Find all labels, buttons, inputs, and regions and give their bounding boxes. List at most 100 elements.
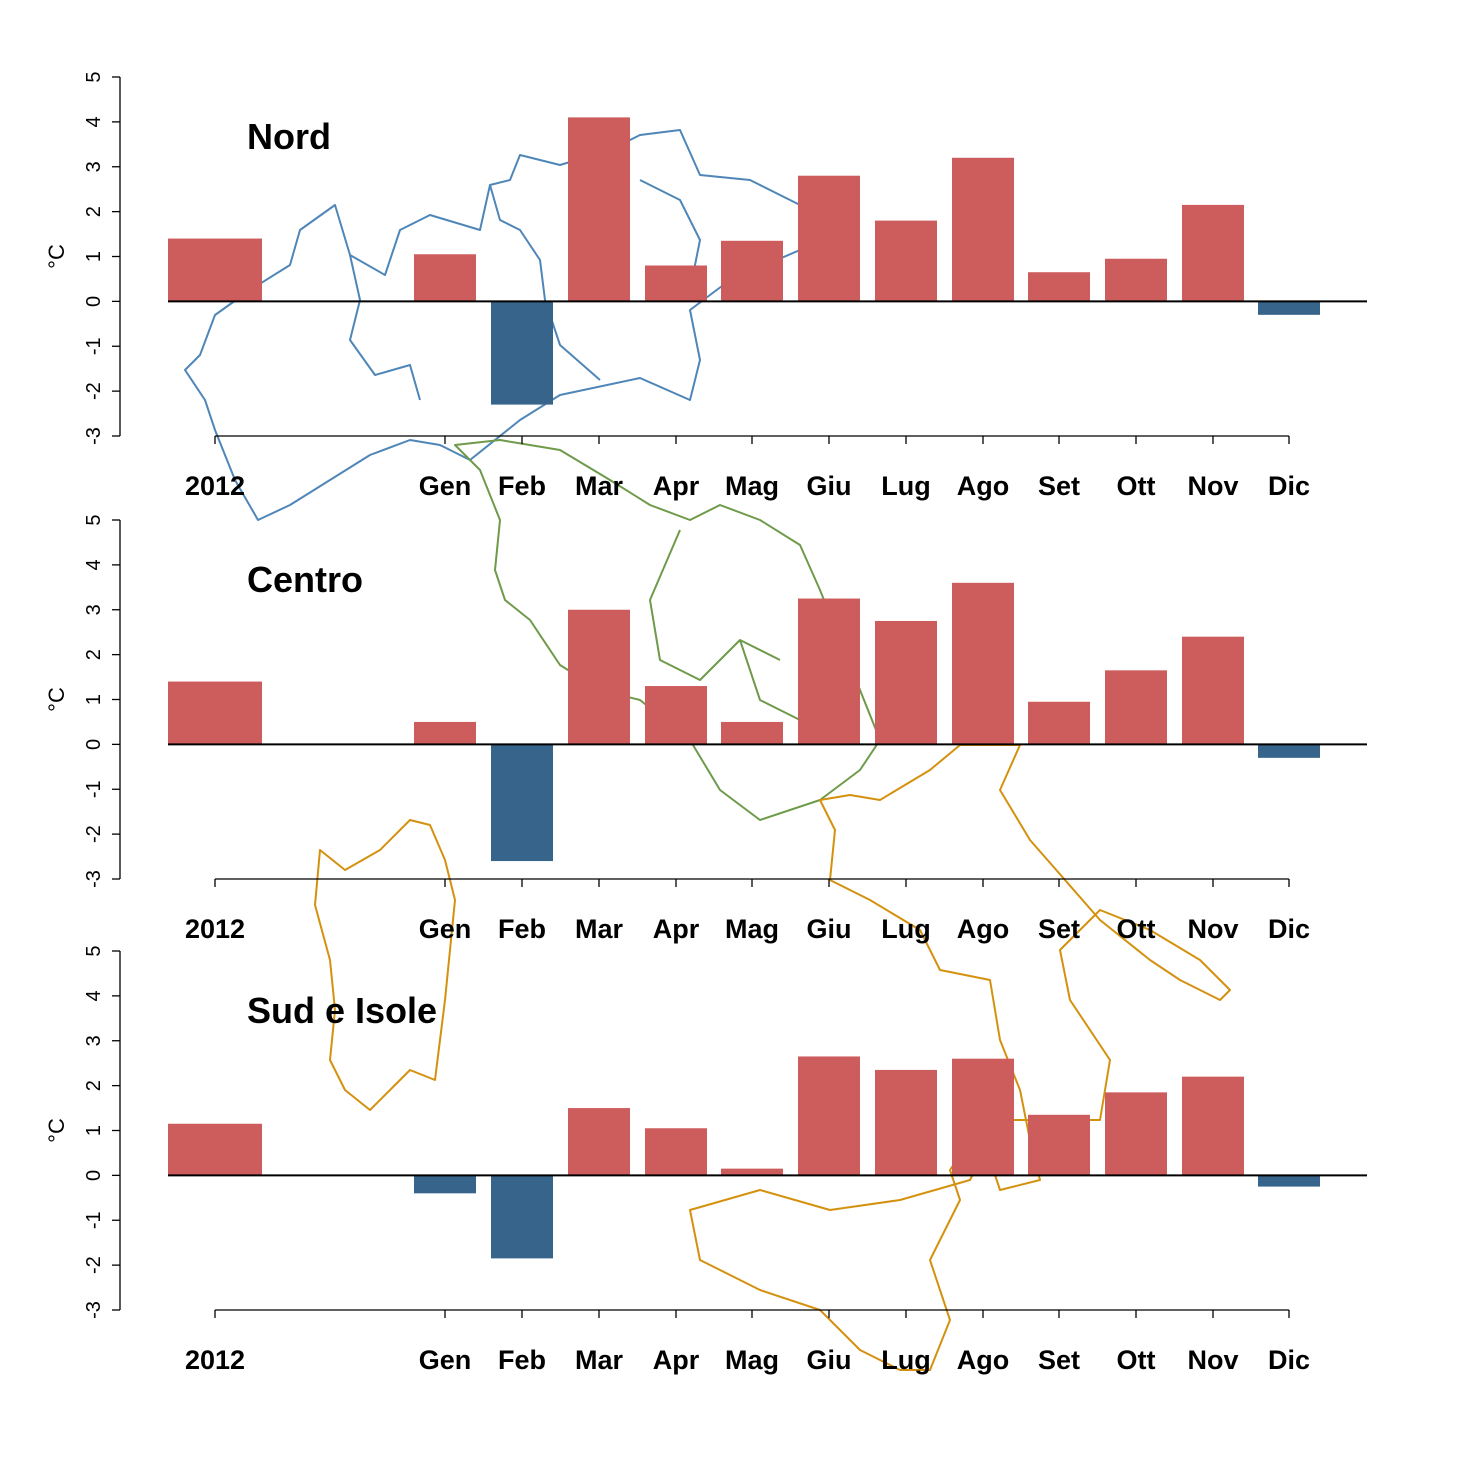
bar-2012: [168, 238, 262, 302]
x-tick-label: Feb: [498, 471, 546, 501]
x-tick-label: Ago: [957, 1345, 1009, 1375]
panel-3: -3 -2 -1 0 1 2 3 4 5 °C 2012 Gen Feb Mar Apr Mag Giu Lug A…: [44, 945, 1367, 1375]
x-tick-label: Set: [1038, 1345, 1080, 1375]
y-tick-label: 5: [83, 945, 105, 956]
x-tick-label: Apr: [653, 471, 700, 501]
y-tick-label: 5: [83, 71, 105, 82]
y-tick-label: 1: [83, 251, 105, 262]
x-tick-label: 2012: [185, 471, 245, 501]
y-tick-label: 4: [83, 990, 105, 1001]
map-centro-region-borders: [649, 529, 801, 721]
bar-mar: [568, 609, 630, 745]
bar-mar: [568, 1108, 630, 1176]
bar-nov: [1182, 1076, 1244, 1176]
y-tick-label: -2: [83, 382, 105, 400]
x-tick-label: Mag: [725, 471, 779, 501]
y-tick-label: 3: [83, 161, 105, 172]
bar-feb: [491, 301, 553, 405]
x-tick-label: Mag: [725, 1345, 779, 1375]
x-tick-label: Gen: [419, 471, 472, 501]
panel-title: Centro: [247, 559, 363, 600]
bar-mag: [721, 240, 783, 302]
bar-giu: [798, 598, 860, 745]
x-tick-label: Set: [1038, 914, 1080, 944]
y-tick-label: -1: [83, 337, 105, 355]
y-tick-label: -3: [83, 870, 105, 888]
x-tick-label: Nov: [1187, 1345, 1238, 1375]
bar-ago: [952, 157, 1014, 302]
y-tick-label: 2: [83, 206, 105, 217]
bar-ott: [1105, 1092, 1167, 1176]
bar-nov: [1182, 636, 1244, 745]
bar-giu: [798, 175, 860, 302]
x-tick-label: Mar: [575, 914, 624, 944]
x-tick-label: Mar: [575, 1345, 624, 1375]
map-sardinia-outline: [314, 819, 456, 1111]
x-tick-label: Nov: [1187, 471, 1238, 501]
y-tick-label: -3: [83, 427, 105, 445]
x-tick-label: 2012: [185, 914, 245, 944]
x-tick-label: Apr: [653, 914, 700, 944]
x-tick-label: Dic: [1268, 914, 1310, 944]
x-tick-label: Ago: [957, 471, 1009, 501]
x-tick-label: 2012: [185, 1345, 245, 1375]
bar-set: [1028, 272, 1090, 302]
y-tick-label: 2: [83, 1080, 105, 1091]
bar-ago: [952, 582, 1014, 745]
x-tick-label: Ott: [1117, 914, 1156, 944]
y-tick-label: 5: [83, 514, 105, 525]
bar-mag: [721, 1168, 783, 1176]
y-tick-label: 4: [83, 559, 105, 570]
x-tick-label: Ott: [1117, 1345, 1156, 1375]
x-tick-label: Dic: [1268, 471, 1310, 501]
y-tick-label: 1: [83, 1125, 105, 1136]
x-tick-label: Ago: [957, 914, 1009, 944]
y-axis-label: °C: [44, 1118, 69, 1143]
x-tick-label: Gen: [419, 914, 472, 944]
y-tick-label: 0: [83, 296, 105, 307]
y-tick-label: 1: [83, 694, 105, 705]
y-tick-label: 3: [83, 604, 105, 615]
bar-set: [1028, 701, 1090, 745]
x-tick-label: Mag: [725, 914, 779, 944]
map-nord-region-borders: [349, 179, 701, 401]
x-tick-label: Mar: [575, 471, 624, 501]
x-tick-label: Lug: [881, 1345, 930, 1375]
x-tick-label: Ott: [1117, 471, 1156, 501]
y-tick-label: 0: [83, 739, 105, 750]
bar-feb: [491, 1175, 553, 1259]
italy-map-background: [184, 129, 1231, 1371]
y-axis-label: °C: [44, 244, 69, 269]
y-tick-label: 3: [83, 1035, 105, 1046]
map-centro-outline: [454, 439, 881, 821]
x-tick-label: Giu: [807, 1345, 852, 1375]
y-tick-label: 0: [83, 1170, 105, 1181]
x-tick-label: Dic: [1268, 1345, 1310, 1375]
y-tick-label: -1: [83, 1211, 105, 1229]
y-tick-label: 2: [83, 649, 105, 660]
bar-mar: [568, 117, 630, 302]
bar-gen: [414, 1175, 476, 1194]
x-tick-label: Feb: [498, 914, 546, 944]
bar-apr: [645, 265, 707, 302]
bar-gen: [414, 721, 476, 745]
panel-title: Nord: [247, 116, 331, 157]
bar-giu: [798, 1056, 860, 1176]
y-tick-label: 4: [83, 116, 105, 127]
x-tick-label: Giu: [807, 914, 852, 944]
bar-mag: [721, 721, 783, 745]
bar-lug: [875, 620, 937, 745]
panel-title: Sud e Isole: [247, 990, 437, 1031]
x-tick-label: Lug: [881, 471, 930, 501]
x-tick-label: Gen: [419, 1345, 472, 1375]
panel-1: -3 -2 -1 0 1 2 3 4 5 °C 2012 Gen Feb Mar Apr Mag Giu Lug A…: [44, 71, 1367, 501]
bar-feb: [491, 744, 553, 862]
y-tick-label: -2: [83, 1256, 105, 1274]
bar-ott: [1105, 670, 1167, 745]
bar-apr: [645, 686, 707, 745]
panel-2: -3 -2 -1 0 1 2 3 4 5 °C 2012 Gen Feb Mar Apr Mag Giu Lug A…: [44, 514, 1367, 944]
bar-2012: [168, 1123, 262, 1176]
bar-dic: [1258, 744, 1320, 758]
